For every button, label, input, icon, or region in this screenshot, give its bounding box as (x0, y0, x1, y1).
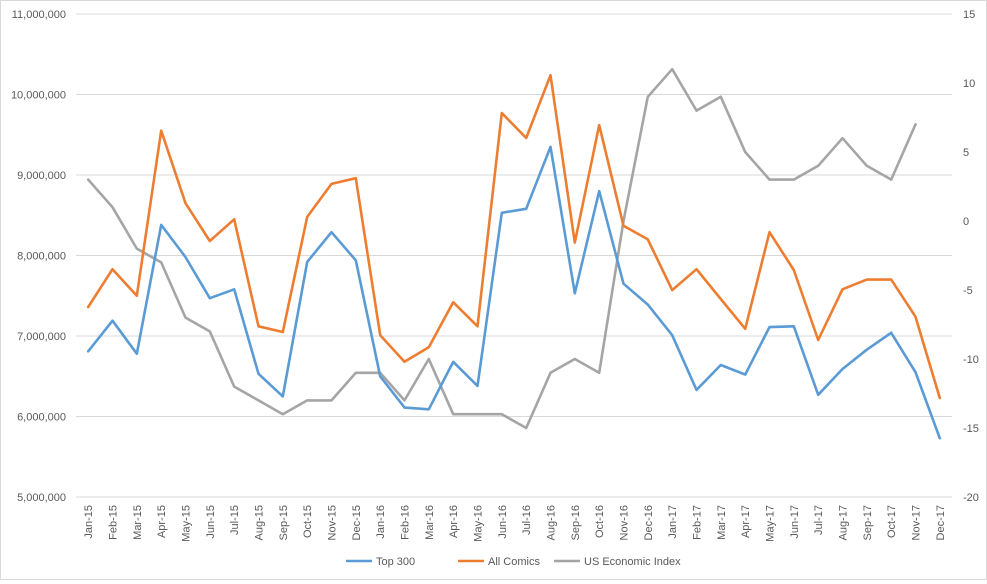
x-tick-label: Apr-17 (740, 505, 752, 538)
x-tick-label: Feb-16 (400, 505, 412, 540)
x-tick-label: Feb-15 (108, 505, 120, 540)
x-tick-label: Jan-16 (375, 505, 387, 539)
right-tick-label: -20 (963, 492, 979, 504)
x-tick-label: Aug-16 (546, 505, 558, 540)
legend-label: US Economic Index (584, 556, 681, 568)
x-tick-label: Sep-15 (278, 505, 290, 540)
left-tick-label: 7,000,000 (17, 331, 66, 343)
x-tick-label: Mar-15 (132, 505, 144, 540)
x-tick-label: Feb-17 (692, 505, 704, 540)
left-tick-label: 9,000,000 (17, 170, 66, 182)
right-tick-label: 5 (963, 147, 969, 159)
series-line-us-economic-index (86, 67, 917, 430)
x-tick-label: Nov-16 (619, 505, 631, 540)
left-tick-label: 8,000,000 (17, 251, 66, 263)
right-tick-label: 10 (963, 78, 975, 90)
right-tick-label: -15 (963, 423, 979, 435)
x-tick-label: May-15 (181, 505, 193, 542)
x-tick-label: Jul-17 (813, 505, 825, 535)
x-tick-label: Dec-17 (935, 505, 947, 540)
x-axis-ticks: Jan-15 Feb-15 Mar-15 Apr-15 May-15 Jun-15 Jul-… (83, 505, 947, 542)
x-tick-label: Jun-16 (497, 505, 509, 539)
x-tick-label: Apr-16 (448, 505, 460, 538)
x-tick-label: Nov-17 (911, 505, 923, 540)
x-tick-label: Jan-17 (667, 505, 679, 539)
x-tick-label: Jul-16 (521, 505, 533, 535)
left-axis-ticks: 5,000,000 6,000,000 7,000,000 8,000,000 9,00… (11, 9, 66, 504)
series-line-all-comics (86, 73, 942, 400)
x-tick-label: Sep-16 (570, 505, 582, 540)
right-tick-label: -5 (963, 285, 973, 297)
x-tick-label: Oct-16 (594, 505, 606, 538)
x-tick-label: Jul-15 (229, 505, 241, 535)
x-tick-label: Jun-17 (789, 505, 801, 539)
x-tick-label: Jun-15 (205, 505, 217, 539)
legend-label: All Comics (488, 556, 540, 568)
right-tick-label: 0 (963, 216, 969, 228)
right-tick-label: 15 (963, 9, 975, 21)
legend-label: Top 300 (376, 556, 415, 568)
x-tick-label: Aug-15 (254, 505, 266, 540)
x-tick-label: Oct-15 (302, 505, 314, 538)
right-axis-ticks: -20 -15 -10 -5 0 5 10 15 (963, 9, 979, 504)
left-tick-label: 11,000,000 (12, 9, 66, 21)
left-tick-label: 10,000,000 (11, 90, 66, 102)
x-tick-label: Oct-17 (886, 505, 898, 538)
left-tick-label: 6,000,000 (17, 412, 66, 424)
x-tick-label: Apr-15 (156, 505, 168, 538)
x-tick-label: Nov-15 (327, 505, 339, 540)
x-tick-label: Mar-16 (424, 505, 436, 540)
x-tick-label: Sep-17 (862, 505, 874, 540)
left-tick-label: 5,000,000 (17, 492, 66, 504)
series-lines (86, 67, 942, 440)
gridlines (76, 13, 952, 498)
x-tick-label: May-17 (765, 505, 777, 542)
x-tick-label: Aug-17 (838, 505, 850, 540)
x-tick-label: Dec-16 (643, 505, 655, 540)
x-tick-label: Jan-15 (83, 505, 95, 539)
x-tick-label: Mar-17 (716, 505, 728, 540)
series-line-top-300 (86, 145, 942, 440)
x-tick-label: May-16 (473, 505, 485, 542)
legend: Top 300 All Comics US Economic Index (346, 556, 681, 568)
x-tick-label: Dec-15 (351, 505, 363, 540)
right-tick-label: -10 (963, 354, 979, 366)
